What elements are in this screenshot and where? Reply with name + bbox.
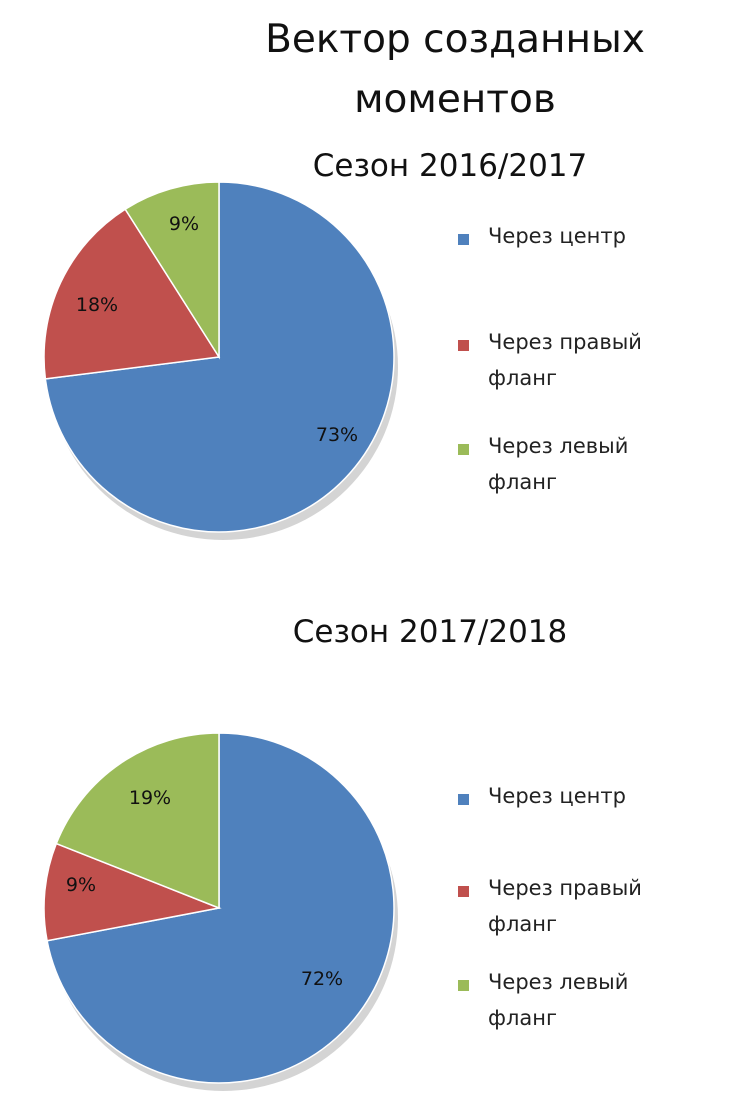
legend-swatch-center — [458, 234, 469, 245]
legend-swatch-left — [458, 444, 469, 455]
main-title-line-1: Вектор созданных — [265, 17, 645, 62]
data-label-left: 19% — [129, 787, 171, 809]
season-title: Сезон 2016/2017 — [312, 148, 588, 184]
legend-label-right-line-2: фланг — [488, 366, 558, 390]
chart-main-title: Вектор созданных моментов — [195, 10, 715, 130]
legend-swatch-right — [458, 340, 469, 351]
data-label-right: 9% — [66, 874, 96, 896]
data-label-center: 73% — [316, 424, 358, 446]
legend-label-left-line-1: Через левый — [488, 970, 629, 994]
legend-swatch-right — [458, 886, 469, 897]
pie-slice-right — [43, 842, 222, 942]
pie-slice-left — [124, 181, 220, 360]
legend-label-center: Через центр — [488, 784, 626, 808]
legend-label-left-line-2: фланг — [488, 1006, 558, 1030]
legend-swatch-center — [458, 794, 469, 805]
data-label-right: 18% — [76, 294, 118, 316]
main-title-line-2: моментов — [354, 77, 556, 122]
legend-label-right-line-1: Через правый — [488, 330, 642, 354]
legend-label-left-line-1: Через левый — [488, 434, 629, 458]
legend-swatch-left — [458, 980, 469, 991]
data-label-center: 72% — [301, 968, 343, 990]
legend-label-right-line-1: Через правый — [488, 876, 642, 900]
data-label-left: 9% — [169, 213, 199, 235]
legend-label-center: Через центр — [488, 224, 626, 248]
legend-label-left-line-2: фланг — [488, 470, 558, 494]
pie-slice-right — [43, 208, 221, 380]
pie-slice-left — [55, 732, 220, 910]
pie-chart-2016-2017: 73% 18% 9% — [43, 181, 398, 540]
season-title: Сезон 2017/2018 — [292, 614, 568, 650]
legend-label-right-line-2: фланг — [488, 912, 558, 936]
